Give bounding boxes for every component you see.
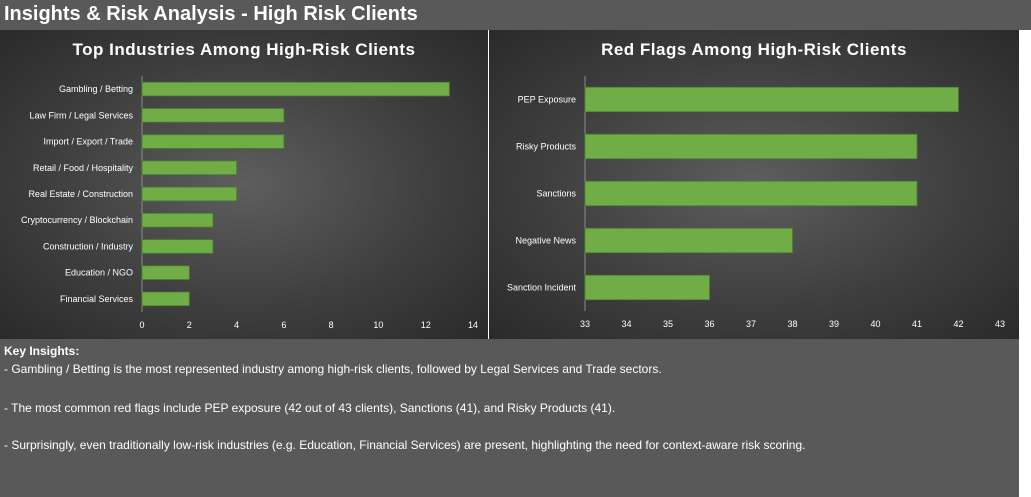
category-label: Gambling / Betting (59, 84, 133, 94)
bar (141, 213, 214, 228)
x-tick-label: 0 (139, 320, 144, 330)
x-tick-label: 41 (912, 319, 922, 329)
bar (141, 291, 190, 307)
x-tick-label: 36 (704, 319, 714, 329)
x-tick-label: 42 (953, 319, 963, 329)
bar (584, 133, 918, 160)
category-label: Negative News (515, 236, 576, 246)
right-margin (1019, 30, 1031, 339)
x-tick-label: 37 (746, 319, 756, 329)
x-tick-label: 8 (329, 320, 334, 330)
bar (141, 186, 237, 202)
category-label: Financial Services (60, 294, 134, 304)
category-label: Sanctions (536, 189, 576, 199)
bar (141, 265, 190, 280)
key-insights-label: Key Insights: (4, 344, 80, 358)
bar (584, 86, 959, 113)
bar (141, 134, 285, 149)
x-tick-label: 34 (621, 319, 631, 329)
red-flags-chart-title: Red Flags Among High-Risk Clients (601, 40, 907, 59)
category-label: Risky Products (516, 142, 577, 152)
industries-chart: Top Industries Among High-Risk Clients G… (0, 30, 488, 339)
report-header: Insights & Risk Analysis - High Risk Cli… (0, 0, 1031, 30)
insight-line-2: - The most common red flags include PEP … (4, 401, 616, 415)
x-tick-label: 12 (421, 320, 431, 330)
category-label: Cryptocurrency / Blockchain (21, 215, 133, 225)
category-label: Sanction Incident (507, 283, 577, 293)
x-tick-label: 2 (187, 320, 192, 330)
category-label: Import / Export / Trade (43, 137, 133, 147)
insight-line-3: - Surprisingly, even traditionally low-r… (4, 438, 806, 452)
category-label: Law Firm / Legal Services (29, 110, 133, 120)
x-tick-label: 43 (995, 319, 1005, 329)
report-title: Insights & Risk Analysis - High Risk Cli… (4, 3, 418, 25)
bar (584, 274, 710, 301)
industries-chart-title: Top Industries Among High-Risk Clients (72, 40, 416, 59)
x-tick-label: 35 (663, 319, 673, 329)
bar (141, 239, 214, 254)
x-tick-label: 14 (468, 320, 478, 330)
red-flags-chart: Red Flags Among High-Risk Clients PEP Ex… (489, 30, 1019, 339)
category-label: Construction / Industry (43, 241, 134, 251)
category-label: Retail / Food / Hospitality (33, 163, 134, 173)
x-tick-label: 40 (870, 319, 880, 329)
category-label: PEP Exposure (518, 95, 576, 105)
category-label: Real Estate / Construction (28, 189, 133, 199)
x-tick-label: 33 (580, 319, 590, 329)
red-flags-chart-plot: PEP Exposure Risky Products Sanctions Negat… (507, 76, 1005, 329)
bar (584, 180, 918, 207)
category-label: Education / NGO (65, 268, 133, 278)
bar (141, 81, 450, 97)
x-tick-label: 10 (373, 320, 383, 330)
bar (141, 108, 285, 123)
x-tick-label: 38 (787, 319, 797, 329)
bar (141, 160, 237, 175)
key-insights-panel: Key Insights: - Gambling / Betting is th… (0, 339, 1019, 497)
x-tick-label: 6 (281, 320, 286, 330)
insight-line-1: - Gambling / Betting is the most represe… (4, 362, 662, 376)
bar (584, 227, 793, 254)
x-tick-label: 39 (829, 319, 839, 329)
industries-chart-plot: Gambling / Betting Law Firm / Legal Servi… (21, 76, 478, 330)
x-tick-label: 4 (234, 320, 239, 330)
